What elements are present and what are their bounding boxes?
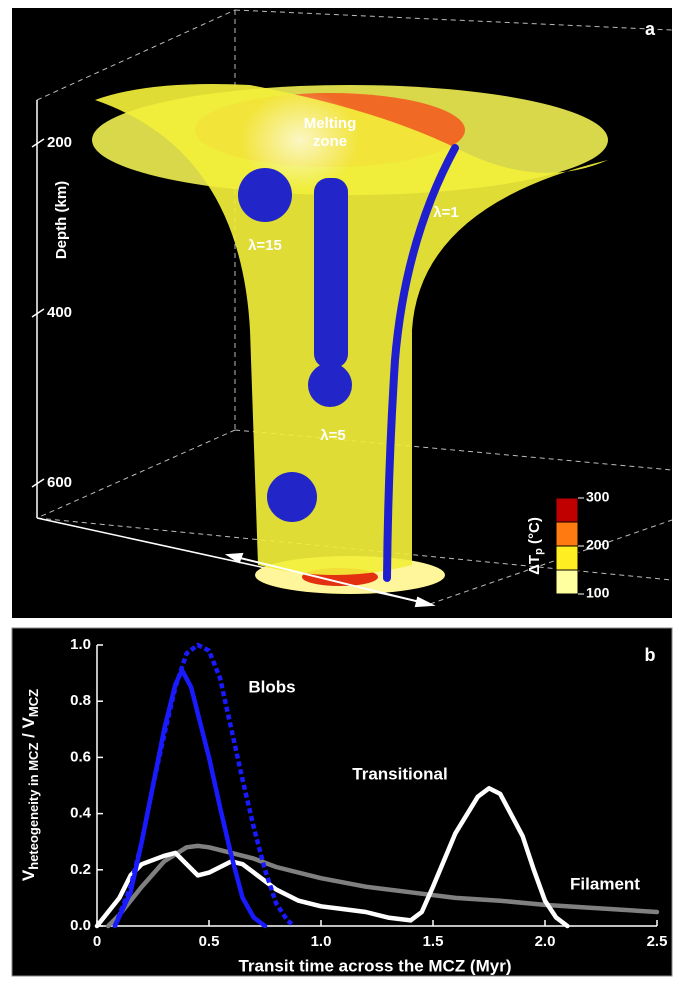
page: a Melting zone λ=1 λ=15 λ=5 Depth (km) Δ… bbox=[0, 0, 684, 989]
blob bbox=[238, 168, 292, 222]
y-tick-label: 0.8 bbox=[70, 692, 91, 709]
depth-tick-label: 600 bbox=[47, 474, 72, 491]
y-label-part: / V bbox=[19, 716, 38, 742]
depth-tick-label: 400 bbox=[47, 304, 72, 321]
colorbar-tick-label: 300 bbox=[586, 489, 610, 505]
y-label-part: V bbox=[19, 869, 38, 881]
annotation: λ=15 bbox=[248, 237, 282, 254]
y-tick-label: 0.0 bbox=[70, 917, 91, 934]
figure: a Melting zone λ=1 λ=15 λ=5 Depth (km) Δ… bbox=[0, 0, 684, 984]
annotation: Filament bbox=[570, 874, 640, 893]
x-tick-label: 1.5 bbox=[423, 933, 444, 950]
x-tick-label: 1.0 bbox=[311, 933, 332, 950]
colorbar bbox=[556, 498, 578, 594]
colorbar-title-part: (°C) bbox=[526, 517, 543, 548]
y-label-sub: heteogeneity in MCZ bbox=[26, 743, 41, 870]
y-tick-label: 0.4 bbox=[70, 805, 92, 822]
x-tick-label: 2.0 bbox=[535, 933, 556, 950]
y-label-sub: MCZ bbox=[26, 689, 41, 717]
colorbar-title-part: ΔT bbox=[526, 555, 543, 575]
axis-label: Depth (km) bbox=[53, 181, 70, 259]
annotation: λ=5 bbox=[320, 427, 345, 444]
panel-label: b bbox=[645, 645, 656, 665]
elongated-blob bbox=[314, 178, 348, 368]
annotation: λ=1 bbox=[433, 204, 458, 221]
y-tick-label: 0.6 bbox=[70, 748, 91, 765]
colorbar-tick-label: 100 bbox=[586, 585, 610, 601]
y-tick-label: 0.2 bbox=[70, 861, 91, 878]
panel-label: a bbox=[645, 19, 656, 39]
y-tick-label: 1.0 bbox=[70, 636, 91, 653]
x-tick-label: 2.5 bbox=[647, 933, 668, 950]
annotation: zone bbox=[313, 133, 347, 150]
x-tick-label: 0 bbox=[93, 933, 101, 950]
depth-tick-label: 200 bbox=[47, 134, 72, 151]
annotation: Transitional bbox=[352, 764, 447, 783]
colorbar-tick-label: 200 bbox=[586, 537, 610, 553]
blob bbox=[267, 472, 317, 522]
colorbar-title: ΔTp (°C) bbox=[526, 517, 545, 575]
x-axis-label: Transit time across the MCZ (Myr) bbox=[238, 956, 511, 975]
x-tick-label: 0.5 bbox=[199, 933, 220, 950]
annotation: Blobs bbox=[248, 677, 295, 696]
annotation: Melting bbox=[304, 115, 357, 132]
blob bbox=[308, 363, 352, 407]
